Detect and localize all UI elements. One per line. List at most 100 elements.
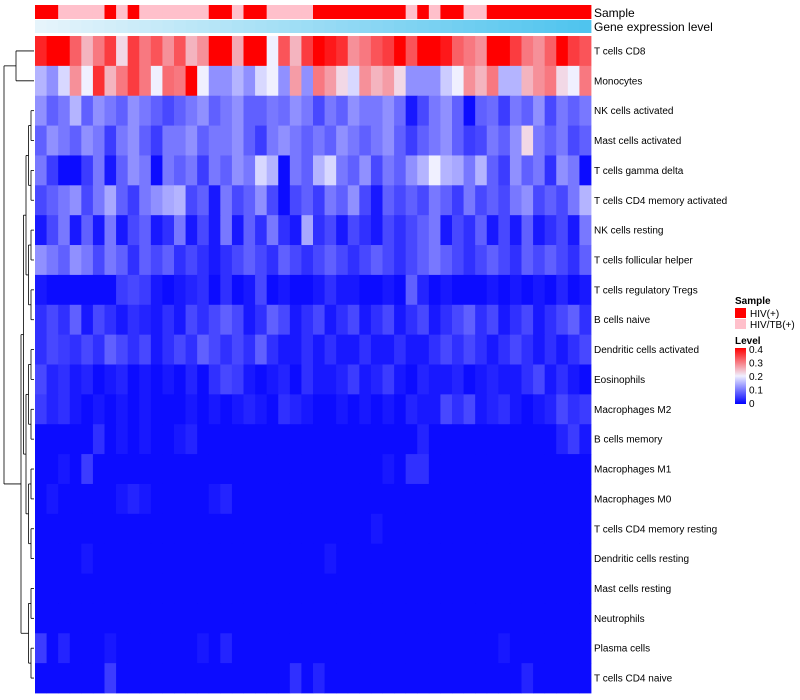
heatmap-cell	[266, 394, 279, 425]
heatmap-cell	[313, 274, 325, 306]
heatmap-cell	[359, 155, 372, 186]
heatmap-cell	[440, 245, 453, 276]
heatmap-cell	[139, 483, 152, 515]
heatmap-cell	[162, 155, 175, 186]
heatmap-cell	[347, 334, 360, 365]
heatmap-cell	[197, 155, 210, 186]
heatmap-cell	[185, 483, 198, 515]
sample-annotation-cell	[486, 5, 499, 19]
heatmap-cell	[69, 603, 82, 634]
expression-annotation-cell	[486, 20, 499, 33]
expression-annotation-cell	[197, 20, 210, 33]
heatmap-cell	[405, 334, 418, 365]
heatmap-cell	[313, 543, 325, 574]
expression-annotation-cell	[278, 20, 291, 33]
heatmap-cell	[347, 633, 360, 664]
heatmap-cell	[197, 274, 210, 306]
sample-annotation-cell	[475, 5, 488, 19]
heatmap-cell	[486, 633, 499, 664]
heatmap-cell	[509, 304, 522, 336]
heatmap-cell	[370, 483, 383, 515]
heatmap-cell	[289, 36, 302, 67]
heatmap-cell	[278, 274, 291, 306]
heatmap-cell	[46, 95, 59, 126]
heatmap-cell	[278, 663, 291, 694]
heatmap-cell	[394, 454, 407, 485]
heatmap-cell	[139, 155, 152, 186]
heatmap-cell	[428, 633, 441, 664]
heatmap-cell	[509, 334, 522, 365]
heatmap-cell	[567, 185, 580, 216]
row-label: T cells gamma delta	[594, 166, 684, 177]
heatmap-cell	[440, 424, 453, 455]
heatmap-cell	[69, 543, 82, 574]
heatmap-cell	[162, 334, 175, 365]
heatmap-cell	[521, 65, 534, 97]
heatmap-cell	[69, 304, 82, 336]
heatmap-cell	[417, 483, 430, 515]
row-label: Dendritic cells resting	[594, 554, 689, 565]
heatmap-cell	[266, 663, 279, 694]
heatmap-cell	[185, 65, 198, 97]
heatmap-cell	[46, 603, 59, 634]
heatmap-cell	[567, 36, 580, 67]
heatmap-cell	[579, 95, 592, 126]
heatmap-cell	[475, 633, 488, 664]
heatmap-cell	[301, 185, 314, 216]
heatmap-cell	[475, 274, 488, 306]
heatmap-cell	[197, 95, 210, 126]
heatmap-cell	[231, 424, 244, 455]
heatmap-cell	[509, 125, 522, 156]
heatmap-cell	[359, 304, 372, 336]
sample-annotation-cell	[92, 5, 105, 19]
row-label: Mast cells resting	[594, 584, 671, 595]
heatmap-cell	[452, 424, 464, 455]
heatmap-cell	[347, 424, 360, 455]
heatmap-cell	[69, 424, 82, 455]
heatmap-cell	[475, 483, 488, 515]
heatmap-cell	[382, 185, 395, 216]
heatmap-cell	[463, 364, 476, 395]
heatmap-cell	[69, 573, 82, 604]
heatmap-cell	[498, 65, 511, 97]
heatmap-cell	[220, 185, 233, 216]
heatmap-cell	[301, 573, 314, 604]
heatmap-cell	[452, 155, 464, 186]
heatmap-cell	[486, 36, 499, 67]
heatmap-cell	[463, 663, 476, 694]
heatmap-cell	[382, 663, 395, 694]
heatmap-cell	[370, 424, 383, 455]
heatmap-cell	[533, 215, 546, 246]
heatmap-cell	[231, 215, 244, 246]
heatmap-cell	[405, 274, 418, 306]
heatmap-cell	[243, 513, 256, 545]
heatmap-cell	[220, 483, 233, 515]
heatmap-cell	[347, 304, 360, 336]
heatmap-cell	[81, 424, 94, 455]
heatmap-cell	[417, 543, 430, 574]
heatmap-cell	[579, 304, 592, 336]
heatmap-cell	[92, 603, 105, 634]
sample-annotation-cell	[35, 5, 47, 19]
heatmap-cell	[521, 364, 534, 395]
heatmap-cell	[428, 274, 441, 306]
heatmap-cell	[289, 185, 302, 216]
heatmap-cell	[58, 633, 71, 664]
heatmap-cell	[255, 36, 268, 67]
heatmap-cell	[255, 603, 268, 634]
row-label: Neutrophils	[594, 614, 645, 625]
heatmap-cell	[452, 304, 464, 336]
heatmap-cell	[567, 215, 580, 246]
heatmap-cell	[127, 364, 140, 395]
heatmap-cell	[359, 65, 372, 97]
heatmap-cell	[174, 65, 186, 97]
sample-annotation-cell	[197, 5, 210, 19]
heatmap-cell	[69, 364, 82, 395]
heatmap-cell	[231, 95, 244, 126]
heatmap-cell	[359, 185, 372, 216]
heatmap-cell	[104, 483, 117, 515]
heatmap-cell	[556, 513, 569, 545]
expression-annotation-cell	[475, 20, 488, 33]
heatmap-cell	[174, 573, 186, 604]
heatmap-cell	[81, 663, 94, 694]
